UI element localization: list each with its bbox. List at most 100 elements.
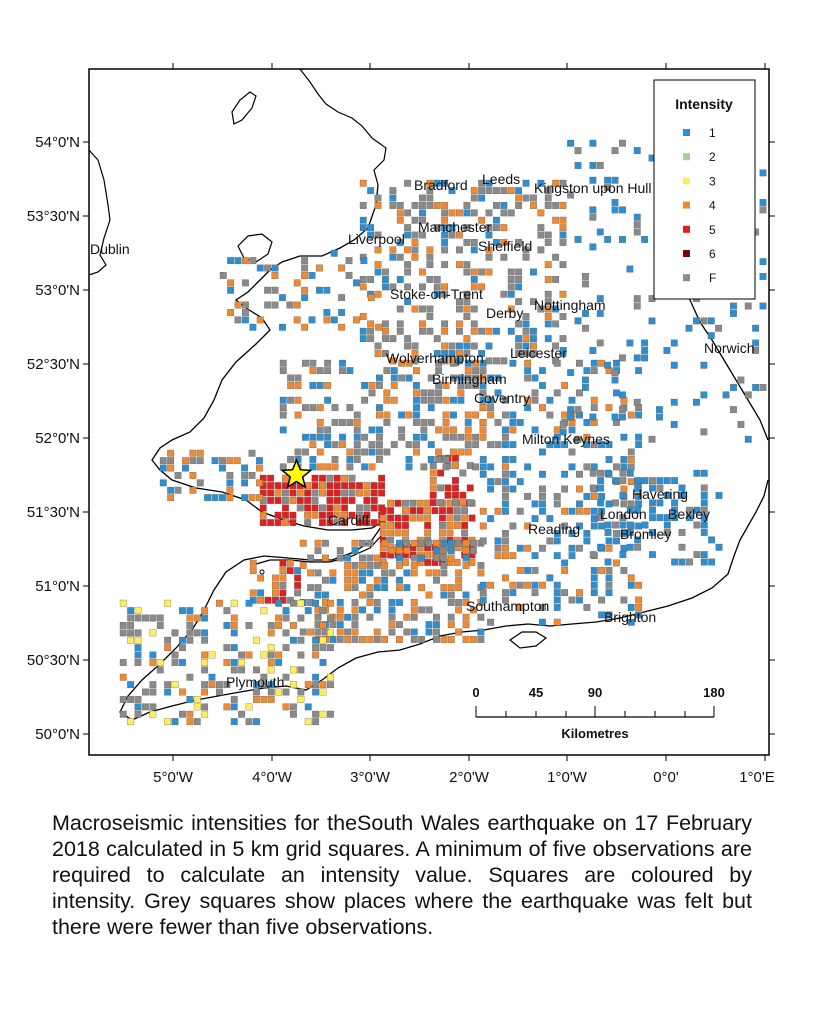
intensity-square (420, 419, 428, 426)
intensity-square (561, 559, 569, 567)
label-birmingham: Birmingham (432, 371, 507, 387)
intensity-square (507, 209, 515, 217)
intensity-square (396, 562, 403, 569)
intensity-square (381, 576, 389, 584)
intensity-square (405, 374, 413, 382)
intensity-square (509, 470, 517, 478)
legend-swatch (683, 225, 690, 233)
intensity-square (635, 367, 643, 375)
intensity-square (376, 426, 383, 434)
intensity-square (419, 320, 426, 328)
intensity-square (411, 253, 419, 261)
intensity-square (453, 522, 461, 529)
intensity-square (242, 301, 249, 309)
intensity-square (583, 507, 591, 515)
intensity-square (253, 666, 260, 674)
intensity-square (201, 710, 209, 718)
intensity-square (463, 224, 471, 232)
intensity-square (322, 591, 329, 599)
intensity-square (670, 421, 678, 428)
intensity-square (479, 470, 487, 478)
intensity-square (693, 551, 701, 559)
intensity-square (410, 613, 418, 621)
intensity-square (583, 530, 591, 537)
intensity-square (186, 696, 194, 703)
intensity-square (424, 559, 432, 566)
intensity-square (464, 433, 472, 441)
intensity-square (290, 636, 297, 644)
intensity-square (119, 673, 127, 681)
intensity-square (576, 485, 583, 493)
intensity-square (442, 396, 450, 404)
intensity-square (376, 411, 383, 419)
intensity-square (539, 604, 546, 611)
intensity-square (493, 327, 500, 335)
intensity-square (509, 359, 517, 367)
intensity-square (267, 688, 275, 696)
intensity-square (279, 359, 287, 367)
intensity-square (568, 426, 576, 434)
intensity-square (179, 688, 186, 696)
intensity-square (311, 497, 319, 504)
intensity-square (264, 301, 272, 309)
intensity-square (447, 599, 455, 606)
intensity-square (420, 396, 428, 404)
intensity-square (230, 622, 238, 629)
intensity-square (279, 463, 287, 471)
intensity-square (634, 506, 642, 514)
intensity-square (193, 696, 201, 703)
intensity-square (227, 279, 235, 287)
intensity-square (410, 628, 418, 636)
intensity-square (387, 514, 395, 522)
intensity-square (311, 489, 319, 497)
intensity-square (597, 514, 605, 522)
intensity-square (402, 522, 409, 529)
intensity-square (314, 547, 322, 555)
intensity-square (440, 569, 448, 577)
intensity-square (402, 529, 409, 537)
intensity-square (301, 294, 309, 302)
intensity-square (256, 464, 263, 472)
intensity-square (447, 554, 455, 562)
intensity-square (463, 239, 471, 246)
intensity-square (374, 268, 382, 276)
intensity-square (627, 581, 635, 589)
intensity-square (389, 335, 397, 343)
intensity-square (502, 574, 509, 582)
intensity-square (598, 611, 606, 619)
intensity-square (381, 636, 389, 643)
intensity-square (234, 257, 242, 265)
intensity-square (267, 681, 275, 689)
intensity-square (388, 606, 396, 614)
intensity-square (626, 265, 634, 273)
intensity-square (336, 636, 344, 643)
intensity-square (427, 441, 435, 449)
intensity-square (462, 613, 470, 621)
intensity-square (589, 347, 597, 354)
intensity-square (456, 320, 463, 328)
intensity-square (502, 433, 509, 441)
intensity-square (189, 449, 197, 457)
intensity-square (370, 489, 378, 497)
intensity-square (259, 474, 267, 482)
intensity-square (700, 492, 708, 499)
intensity-square (553, 441, 561, 449)
intensity-square (485, 357, 493, 365)
label-nottingham: Nottingham (534, 297, 606, 313)
intensity-square (700, 521, 708, 529)
intensity-square (619, 521, 627, 529)
intensity-square (290, 622, 297, 629)
intensity-square (193, 703, 201, 711)
intensity-square (282, 504, 289, 512)
intensity-square (374, 261, 382, 269)
intensity-square (368, 426, 376, 434)
intensity-square (316, 404, 324, 412)
intensity-square (559, 261, 567, 269)
intensity-square (442, 411, 450, 419)
intensity-square (604, 184, 612, 192)
intensity-square (663, 521, 671, 529)
intensity-square (441, 350, 449, 357)
intensity-square (167, 449, 175, 457)
intensity-square (583, 604, 591, 611)
intensity-square (311, 474, 319, 482)
